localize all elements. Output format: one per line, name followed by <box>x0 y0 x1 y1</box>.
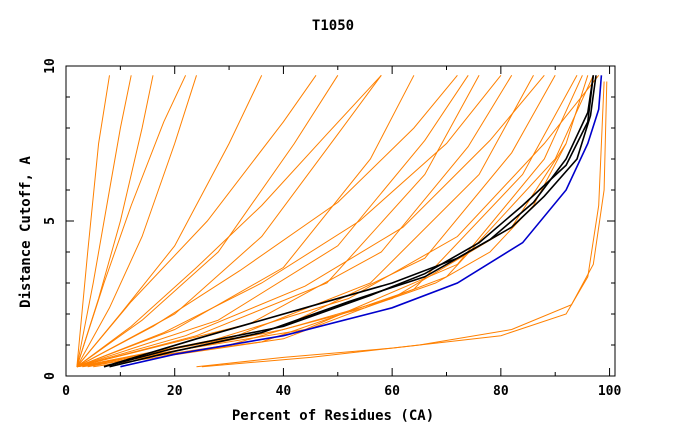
x-tick-label-100: 100 <box>598 384 622 399</box>
x-tick-label-20: 20 <box>167 384 183 399</box>
series-line-6 <box>76 75 415 368</box>
x-tick-label-60: 60 <box>384 384 400 399</box>
y-axis-label: Distance Cutoff, A <box>18 156 34 308</box>
series-line-15 <box>76 74 545 368</box>
series-line-26 <box>201 81 608 368</box>
x-tick-label-80: 80 <box>493 384 509 399</box>
series-line-3 <box>76 75 197 367</box>
ticks-layer: 0 20 40 60 80 100 0 5 10 <box>43 58 621 399</box>
y-tick-label-5: 5 <box>43 217 58 225</box>
y-tick-label-0: 0 <box>43 372 58 380</box>
series-line-14 <box>76 74 458 368</box>
series-line-28 <box>120 75 603 368</box>
series-line-20 <box>76 75 382 368</box>
series-line-5 <box>76 75 339 368</box>
series-line-17 <box>76 75 110 367</box>
series-line-21 <box>76 75 469 368</box>
series-line-22 <box>76 75 513 368</box>
x-axis-label: Percent of Residues (CA) <box>232 408 434 424</box>
series-line-24 <box>76 75 583 368</box>
series-layer <box>76 74 608 368</box>
series-line-31 <box>109 75 595 368</box>
series-line-29 <box>103 75 595 368</box>
series-line-12 <box>76 74 502 368</box>
y-tick-label-10: 10 <box>43 58 58 74</box>
series-line-7 <box>76 75 480 368</box>
chart-title: T1050 <box>312 18 354 34</box>
series-line-18 <box>76 75 187 367</box>
series-line-1 <box>76 75 132 367</box>
x-tick-label-0: 0 <box>62 384 70 399</box>
series-line-25 <box>196 81 605 368</box>
x-tick-label-40: 40 <box>276 384 292 399</box>
series-line-19 <box>76 75 317 368</box>
series-line-13 <box>76 74 382 368</box>
